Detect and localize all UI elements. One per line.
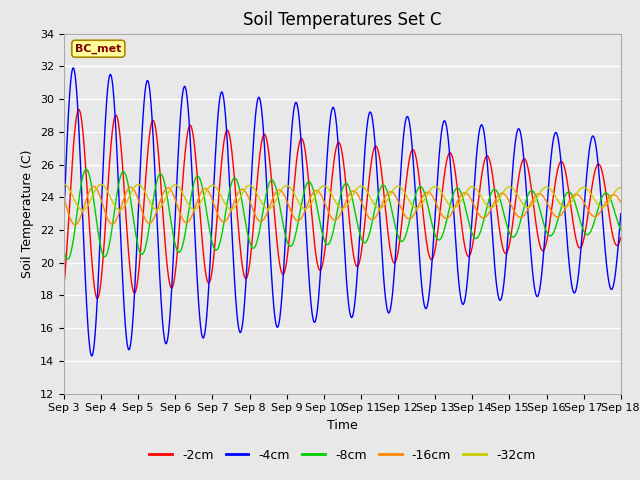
Text: BC_met: BC_met [75,44,122,54]
Title: Soil Temperatures Set C: Soil Temperatures Set C [243,11,442,29]
Legend: -2cm, -4cm, -8cm, -16cm, -32cm: -2cm, -4cm, -8cm, -16cm, -32cm [145,444,540,467]
X-axis label: Time: Time [327,419,358,432]
Y-axis label: Soil Temperature (C): Soil Temperature (C) [22,149,35,278]
